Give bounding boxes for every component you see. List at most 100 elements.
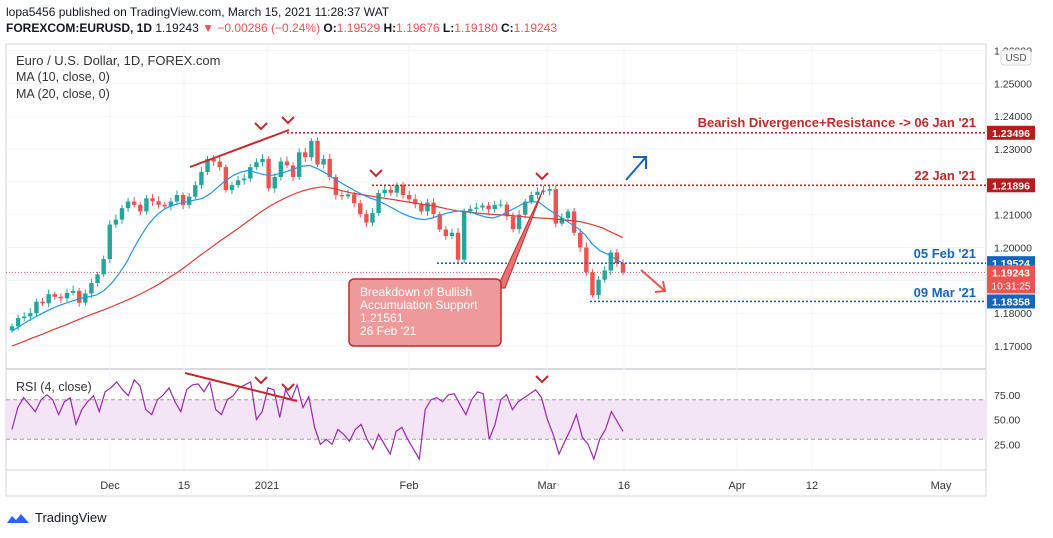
price-tick-label: 1.25000: [994, 78, 1032, 90]
candle: [28, 308, 33, 321]
candle: [486, 202, 491, 214]
jan22-price-tag: 1.21896: [987, 178, 1035, 193]
candle: [40, 297, 45, 306]
tradingview-logo[interactable]: TradingView: [6, 510, 107, 525]
currency-button[interactable]: USD: [1000, 49, 1032, 66]
ma10-legend: MA (10, close, 0): [16, 70, 110, 84]
candle: [70, 285, 76, 296]
candle: [107, 220, 112, 264]
low-value: 1.19180: [454, 21, 498, 35]
candle: [174, 190, 180, 205]
candle: [602, 265, 607, 283]
resistance-label: Bearish Divergence+Resistance -> 06 Jan …: [698, 115, 976, 130]
candle: [400, 181, 406, 199]
arrows[interactable]: [625, 156, 667, 293]
candle: [144, 194, 149, 215]
candle: [523, 198, 528, 219]
candle: [461, 208, 467, 264]
candle: [425, 198, 430, 216]
candle: [351, 191, 357, 208]
time-tick-label: 2021: [255, 480, 279, 492]
candle: [553, 185, 558, 228]
candle: [193, 180, 198, 200]
candle: [388, 185, 394, 196]
candle: [584, 242, 589, 276]
chevron-down-icon: [535, 375, 549, 384]
high-value: 1.19676: [396, 21, 440, 35]
rsi-tick-label: 75.00: [994, 390, 1020, 402]
candle: [211, 155, 216, 166]
candle: [248, 164, 253, 183]
candle: [205, 155, 210, 176]
candle: [95, 271, 100, 287]
time-tick-label: Dec: [100, 480, 120, 492]
chevron-down-icon: [254, 376, 268, 385]
candle: [590, 269, 595, 298]
candle: [254, 158, 259, 170]
candle: [180, 192, 186, 210]
price-tick-label: 1.23000: [994, 144, 1032, 156]
candle: [315, 137, 320, 168]
rsi-divergence-line[interactable]: [184, 372, 298, 402]
open-label: O:: [323, 21, 337, 35]
candle: [474, 202, 479, 213]
price-tick-label: 1.20000: [994, 243, 1032, 255]
candle: [431, 197, 436, 218]
ma10-line: [11, 164, 624, 332]
time-axis-ticks: Dec 15 2021 Feb Mar 16 Apr 12 May: [100, 480, 952, 492]
time-tick-label: Feb: [400, 480, 419, 492]
candle: [547, 186, 552, 196]
time-tick-label: 15: [178, 480, 190, 492]
symbol-header: FOREXCOM:EURUSD, 1D 1.19243 ▼ −0.00286 (…: [6, 21, 557, 35]
candle: [284, 156, 290, 169]
candle: [101, 255, 106, 278]
candle: [413, 194, 418, 209]
ma20-legend: MA (20, close, 0): [16, 87, 110, 101]
candle: [571, 208, 577, 236]
candle: [358, 199, 363, 218]
close-value: 1.19243: [513, 21, 558, 35]
candle: [223, 164, 229, 193]
candle: [156, 196, 161, 209]
price-tick-label: 1.17000: [994, 341, 1032, 353]
candle: [516, 210, 522, 234]
candle: [119, 205, 125, 225]
candle: [419, 201, 424, 215]
chevron-down-markers: [254, 116, 549, 392]
mar09-label: 09 Mar '21: [914, 285, 976, 300]
chart-title: Euro / U.S. Dollar, 1D, FOREX.com: [16, 53, 221, 68]
candle: [46, 289, 51, 308]
candle: [492, 200, 497, 213]
candle: [296, 148, 302, 181]
change-arrow-icon: ▼: [202, 21, 214, 35]
symbol-name: FOREXCOM:EURUSD, 1D: [6, 21, 153, 35]
publisher-line: lopa5456 published on TradingView.com, M…: [6, 5, 390, 19]
mar09-price-tag: 1.18358: [987, 294, 1035, 309]
candle: [168, 197, 174, 211]
candle: [132, 196, 137, 208]
jan22-label: 22 Jan '21: [914, 168, 976, 183]
candle: [77, 287, 82, 307]
breakdown-callout[interactable]: Breakdown of Bullish Accumulation Suppor…: [348, 189, 544, 347]
candle: [376, 190, 381, 216]
callout-line4: 26 Feb '21: [360, 324, 417, 338]
candle: [614, 249, 620, 267]
candle: [199, 167, 204, 190]
grid-lines: [6, 44, 986, 469]
price-change: −0.00286 (−0.24%): [217, 21, 321, 35]
candle: [22, 312, 27, 322]
callout-line3: 1.21561: [360, 311, 404, 325]
price-tick-label: 1.24000: [994, 111, 1032, 123]
candle: [480, 202, 485, 211]
price-divergence-line[interactable]: [189, 129, 290, 168]
candle: [449, 228, 455, 240]
candle: [266, 156, 271, 192]
candle: [113, 214, 119, 228]
low-label: L:: [442, 21, 455, 35]
candle: [333, 173, 339, 200]
candle: [382, 185, 387, 198]
candle: [217, 156, 222, 171]
candle: [9, 323, 15, 333]
time-tick-label: 16: [618, 480, 630, 492]
